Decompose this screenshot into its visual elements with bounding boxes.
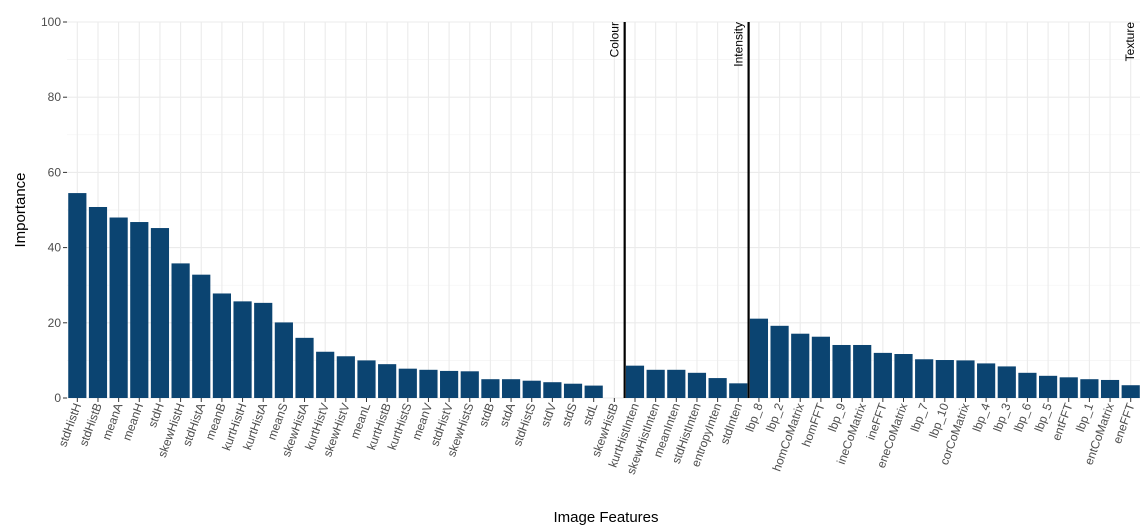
bar-lbp_4 (977, 363, 996, 398)
bar-kurtHistA (254, 302, 273, 398)
bar-lbp_8 (749, 318, 769, 398)
bar-stdHistInten (687, 372, 707, 398)
separator-layer: Colour Intensity Texture (608, 22, 1137, 398)
x-tick-label: stdV (538, 401, 559, 428)
bar-lbp_9 (832, 344, 851, 398)
bar-stdH (150, 228, 170, 398)
bar-meanA (109, 217, 128, 398)
separator-label: Texture (1123, 22, 1137, 62)
bar-skewHistS (460, 371, 479, 398)
bar-stdS (563, 383, 583, 398)
x-tick-label: stdH (145, 401, 167, 429)
y-tick-label: 40 (48, 241, 62, 255)
bar-eneCoMatrix (894, 354, 913, 398)
bar-meanInten (667, 369, 686, 398)
bar-homFFT (811, 336, 830, 398)
bars-layer (68, 193, 1140, 398)
bar-meanL (357, 360, 376, 398)
bar-meanB (212, 293, 231, 398)
bar-stdInten (729, 383, 748, 398)
bar-skewHistV (336, 356, 355, 398)
bar-ineCoMatrix (853, 344, 872, 398)
bar-lbp_3 (997, 366, 1016, 398)
bar-lbp_1 (1080, 379, 1099, 398)
bar-ineFFT (873, 352, 892, 398)
bar-entropyInten (708, 378, 727, 398)
bar-meanH (130, 222, 149, 398)
bar-eneFFT (1121, 385, 1140, 398)
separator-label: Intensity (732, 22, 746, 67)
bar-stdHistB (88, 206, 108, 398)
y-tick-label: 0 (54, 391, 61, 405)
bar-lbp_7 (915, 359, 934, 398)
y-tick-label: 60 (48, 165, 62, 179)
bar-stdV (543, 382, 562, 398)
bar-stdHistV (440, 370, 459, 398)
bar-skewHistA (295, 337, 314, 398)
y-axis-title: Importance (12, 172, 29, 247)
bar-kurtHistH (233, 301, 252, 398)
bar-stdL (584, 385, 603, 398)
bar-lbp_2 (770, 325, 789, 398)
bar-entFFT (1059, 377, 1078, 398)
bar-homCoMatrix (791, 333, 810, 398)
bar-corCoMatrix (956, 360, 975, 398)
bar-entCoMatrix (1100, 379, 1120, 398)
x-tick-label: stdL (580, 401, 601, 427)
bar-kurtHistS (398, 368, 417, 398)
bar-stdB (481, 379, 500, 398)
y-axis: 0 20 40 60 80 100 (41, 15, 67, 405)
x-axis-title: Image Features (553, 509, 658, 526)
bar-stdA (501, 379, 521, 398)
y-tick-label: 100 (41, 15, 61, 29)
separator-label: Colour (608, 22, 622, 57)
bar-kurtHistB (378, 364, 397, 398)
bar-stdHistA (192, 274, 211, 398)
bar-meanS (274, 322, 293, 398)
bar-lbp_6 (1018, 372, 1037, 398)
bar-stdHistH (68, 193, 87, 398)
bar-lbp_10 (935, 360, 954, 398)
x-tick-label: stdA (497, 401, 518, 428)
bar-kurtHistInten (625, 365, 645, 398)
bar-kurtHistV (316, 351, 335, 398)
bar-lbp_5 (1038, 375, 1058, 398)
bar-meanV (419, 369, 438, 398)
bar-skewHistInten (646, 369, 665, 398)
y-tick-label: 20 (48, 316, 62, 330)
x-tick-label: stdS (558, 401, 579, 428)
y-tick-label: 80 (48, 90, 62, 104)
bar-skewHistH (171, 263, 190, 398)
x-tick-label: stdB (476, 401, 497, 428)
bar-stdHistS (522, 380, 541, 398)
